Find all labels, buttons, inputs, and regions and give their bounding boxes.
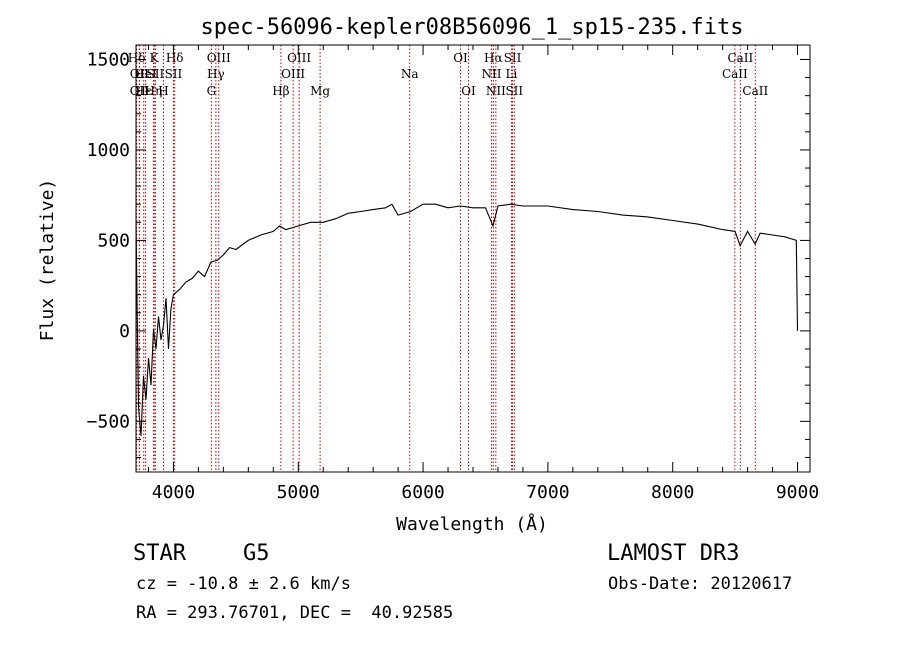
y-tick-label: 0: [119, 321, 130, 342]
redshift-text: cz = -10.8 ± 2.6 km/s: [136, 574, 351, 594]
spectral-line-label: SII: [146, 67, 164, 81]
spectral-line-label: SII: [505, 84, 523, 98]
spectral-line-label: Hε: [135, 84, 152, 98]
spectral-line-label: Hα: [484, 51, 503, 65]
y-tick-label: 1000: [87, 140, 130, 161]
object-class: STAR: [133, 541, 186, 566]
y-tick-label: 1500: [87, 49, 130, 70]
x-tick-label: 7000: [526, 482, 569, 503]
y-tick-label: −500: [87, 411, 130, 432]
spectral-line-label: G: [207, 84, 217, 98]
y-tick-label: 500: [97, 230, 130, 251]
spectral-line-label: K: [150, 51, 160, 65]
spectral-line-label: NII: [486, 84, 506, 98]
spectral-line-label: CaII: [727, 51, 753, 65]
obs-date-text: Obs-Date: 20120617: [608, 574, 793, 594]
spectral-line-label: OI: [461, 84, 476, 98]
spectral-line-label: OI: [453, 51, 468, 65]
spectral-line-label: SII: [165, 67, 183, 81]
x-tick-label: 9000: [776, 482, 819, 503]
spectral-line-label: Mg: [310, 84, 330, 98]
x-axis-label: Wavelength (Å): [396, 513, 548, 535]
spectral-line-label: Hδ: [128, 51, 146, 65]
spectral-line-label: OIII: [207, 51, 231, 65]
spectral-line-label: NII: [481, 67, 501, 81]
x-tick-label: 8000: [651, 482, 694, 503]
chart-title: spec-56096-kepler08B56096_1_sp15-235.fit…: [200, 15, 743, 40]
spectral-line-label: Hβ: [272, 84, 289, 98]
spectral-line-label: Na: [401, 67, 419, 81]
coordinates-text: RA = 293.76701, DEC = 40.92585: [136, 603, 454, 623]
y-axis-label: Flux (relative): [37, 179, 58, 342]
x-tick-label: 4000: [152, 482, 195, 503]
spectral-line-label: SII: [504, 51, 522, 65]
spectral-line-label: CaII: [742, 84, 768, 98]
spectral-line-label: Li: [506, 67, 518, 81]
spectrum-series: [135, 203, 799, 436]
x-tick-label: 6000: [401, 482, 444, 503]
plot-frame: [135, 44, 811, 473]
spectral-line-label: OIII: [287, 51, 311, 65]
spectral-line-label: OIII: [281, 67, 305, 81]
survey-name: LAMOST DR3: [607, 541, 740, 566]
spectral-line-label: H: [158, 84, 168, 98]
spectral-line-label: Hη: [145, 84, 163, 98]
spectral-line-label: CaII: [722, 67, 748, 81]
object-subclass: G5: [243, 541, 270, 566]
spectral-line-label: OII: [130, 84, 150, 98]
spectral-line-label: Hγ: [207, 67, 225, 81]
x-tick-label: 5000: [277, 482, 320, 503]
spectral-line-label: Hδ: [166, 51, 184, 65]
